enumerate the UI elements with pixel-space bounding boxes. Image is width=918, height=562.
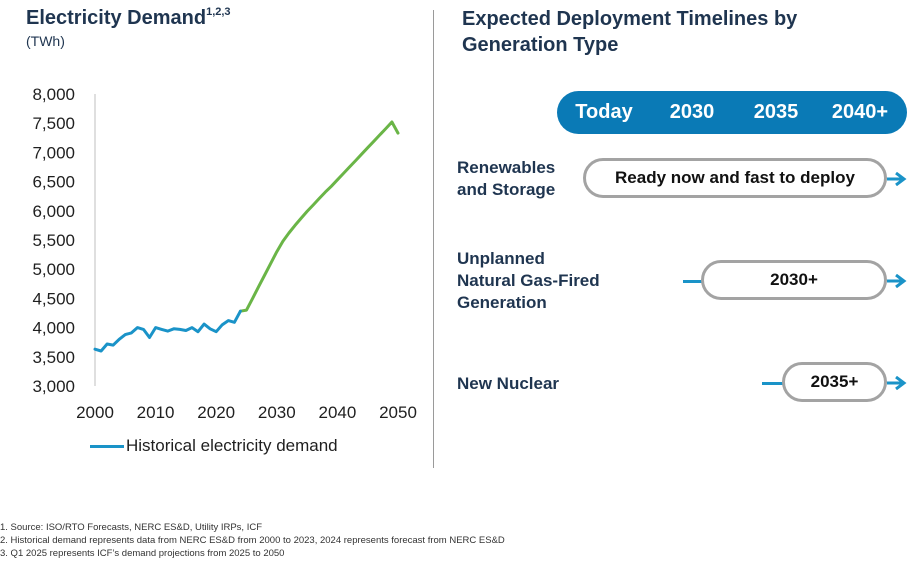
arrow-right-icon: [887, 274, 907, 288]
x-tick-label: 2000: [76, 403, 114, 422]
chart-unit-label: (TWh): [26, 33, 65, 49]
footnote-2: 2. Historical demand represents data fro…: [0, 535, 505, 546]
row-label-nuclear: New Nuclear: [457, 374, 560, 393]
y-tick-label: 6,500: [32, 173, 75, 192]
y-tick-label: 5,000: [32, 260, 75, 279]
x-tick-label: 2020: [197, 403, 235, 422]
y-tick-label: 8,000: [32, 85, 75, 104]
x-tick-label: 2040: [318, 403, 356, 422]
series-line-projection: [238, 120, 400, 313]
legend-line-historical: [90, 444, 124, 448]
x-tick-label: 2050: [379, 403, 417, 422]
chart-title-text: Electricity Demand: [26, 7, 207, 29]
chart-title: Electricity Demand1,2,3: [26, 6, 231, 30]
y-tick-label: 3,000: [32, 377, 75, 396]
y-tick-label: 6,000: [32, 202, 75, 221]
y-tick-label: 4,000: [32, 319, 75, 338]
pill-renewables: Ready now and fast to deploy: [583, 158, 887, 198]
pill-natural-gas: 2030+: [701, 260, 887, 300]
chart-title-footnote-ref: 1,2,3: [206, 6, 231, 18]
series-line-historical: [93, 309, 242, 353]
timeline-label-2040plus: 2040+: [831, 101, 889, 123]
y-tick-label: 3,500: [32, 348, 75, 367]
row-lead-dash-nuclear: [762, 382, 784, 385]
arrow-right-icon: [887, 376, 907, 390]
y-tick-label: 5,500: [32, 231, 75, 250]
electricity-demand-chart: 3,000 3,500 4,000 4,500 5,000 5,500 6,000 6,500…: [32, 85, 417, 422]
footnotes: 1. Source: ISO/RTO Forecasts, NERC ES&D,…: [0, 521, 505, 560]
footnote-3: 3. Q1 2025 represents ICF’s demand proje…: [0, 548, 285, 559]
x-tick-label: 2030: [258, 403, 296, 422]
pill-nuclear: 2035+: [782, 362, 887, 402]
timeline-label-today: Today: [575, 101, 633, 123]
arrow-right-icon: [887, 172, 907, 186]
y-tick-label: 7,000: [32, 143, 75, 162]
chart-legend: Historical electricity demand: [90, 436, 338, 456]
y-tick-label: 7,500: [32, 114, 75, 133]
row-label-natural-gas: Unplanned Natural Gas-Fired Generation: [457, 249, 600, 312]
legend-label-historical: Historical electricity demand: [126, 436, 338, 455]
timelines-title: Expected Deployment Timelines by Generat…: [462, 8, 798, 56]
x-tick-label: 2010: [137, 403, 175, 422]
timeline-header-bar: Today 2030 2035 2040+: [557, 91, 907, 134]
panel-divider: [433, 10, 434, 468]
row-label-renewables: Renewables and Storage: [457, 158, 556, 199]
y-tick-label: 4,500: [32, 289, 75, 308]
row-lead-dash-natural-gas: [683, 280, 703, 283]
footnote-1: 1. Source: ISO/RTO Forecasts, NERC ES&D,…: [0, 522, 263, 533]
timeline-label-2035: 2035: [753, 101, 799, 123]
timeline-label-2030: 2030: [669, 101, 715, 123]
